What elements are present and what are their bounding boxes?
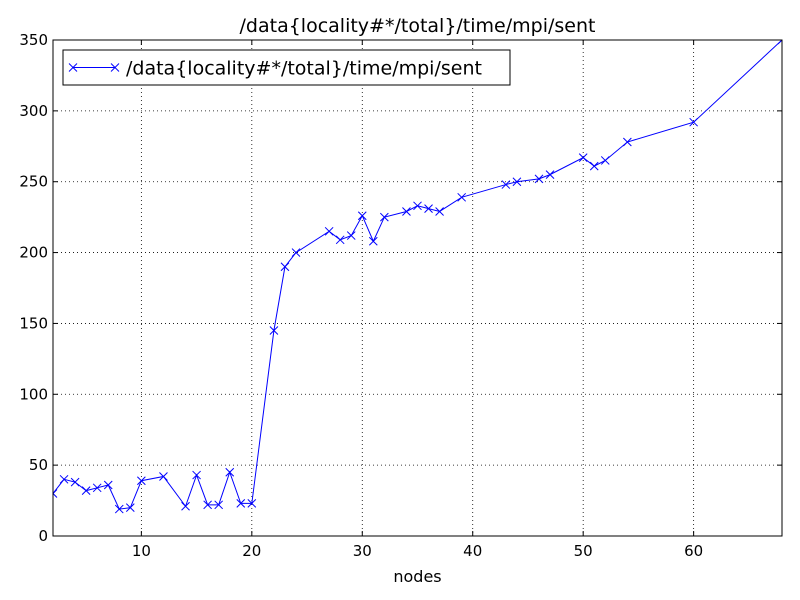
data-point	[689, 117, 698, 127]
y-tick-label: 250	[19, 173, 48, 191]
data-point	[203, 500, 212, 510]
x-tick-label: 10	[132, 542, 151, 560]
data-point	[247, 499, 257, 508]
y-tick-label: 200	[19, 244, 48, 262]
data-point	[225, 467, 235, 477]
data-point	[578, 153, 588, 162]
data-point	[623, 137, 632, 147]
x-tick-label: 30	[353, 542, 372, 560]
data-point	[214, 500, 224, 510]
data-point	[70, 477, 80, 487]
data-point	[59, 474, 69, 484]
data-point	[457, 192, 467, 202]
data-point	[137, 476, 146, 486]
data-point	[92, 483, 102, 493]
data-point	[53, 489, 58, 498]
data-point	[159, 472, 168, 481]
data-point	[777, 40, 782, 45]
y-tick-label: 150	[19, 314, 48, 332]
data-point	[424, 204, 433, 213]
data-point	[501, 180, 511, 189]
y-tick-label: 350	[19, 31, 48, 49]
data-point	[368, 236, 378, 246]
x-tick-label: 20	[242, 542, 261, 560]
chart-title: /data{locality#*/total}/time/mpi/sent	[240, 15, 596, 37]
legend: /data{locality#*/total}/time/mpi/sent	[62, 49, 511, 86]
y-tick-label: 100	[19, 385, 48, 403]
data-point	[280, 262, 290, 272]
x-tick-label: 40	[463, 542, 482, 560]
data-point	[402, 207, 411, 216]
data-point	[600, 156, 610, 165]
legend-box	[62, 49, 511, 86]
data-point	[335, 235, 345, 245]
data-point	[435, 207, 444, 216]
data-point	[413, 201, 422, 211]
data-point	[380, 212, 389, 222]
plot-frame	[52, 39, 783, 537]
data-point	[103, 480, 113, 490]
grid-lines	[53, 40, 782, 536]
series-layer	[53, 40, 782, 514]
y-tick-label: 300	[19, 102, 48, 120]
data-point	[181, 501, 190, 511]
data-point	[346, 231, 356, 240]
x-axis-title: nodes	[393, 567, 441, 586]
data-point	[291, 248, 301, 257]
data-point	[192, 470, 201, 480]
x-tick-label: 60	[684, 542, 703, 560]
data-point	[324, 226, 334, 236]
data-point	[589, 161, 599, 171]
data-point	[357, 211, 367, 221]
data-point	[545, 170, 555, 179]
legend-marker	[68, 63, 78, 72]
data-point	[512, 177, 522, 187]
y-tick-label: 50	[29, 456, 48, 474]
data-point	[81, 486, 91, 496]
data-point	[114, 504, 124, 514]
legend-marker	[110, 63, 120, 72]
axis-ticks: 10 20 30 40 50 60 0 50 100 150 200 250 300 350	[19, 31, 782, 560]
x-tick-label: 50	[574, 542, 593, 560]
data-point	[534, 174, 544, 184]
data-point	[125, 503, 135, 513]
y-tick-label: 0	[38, 527, 48, 545]
data-point	[269, 326, 279, 335]
data-point	[236, 499, 246, 508]
legend-label: /data{locality#*/total}/time/mpi/sent	[126, 58, 482, 80]
